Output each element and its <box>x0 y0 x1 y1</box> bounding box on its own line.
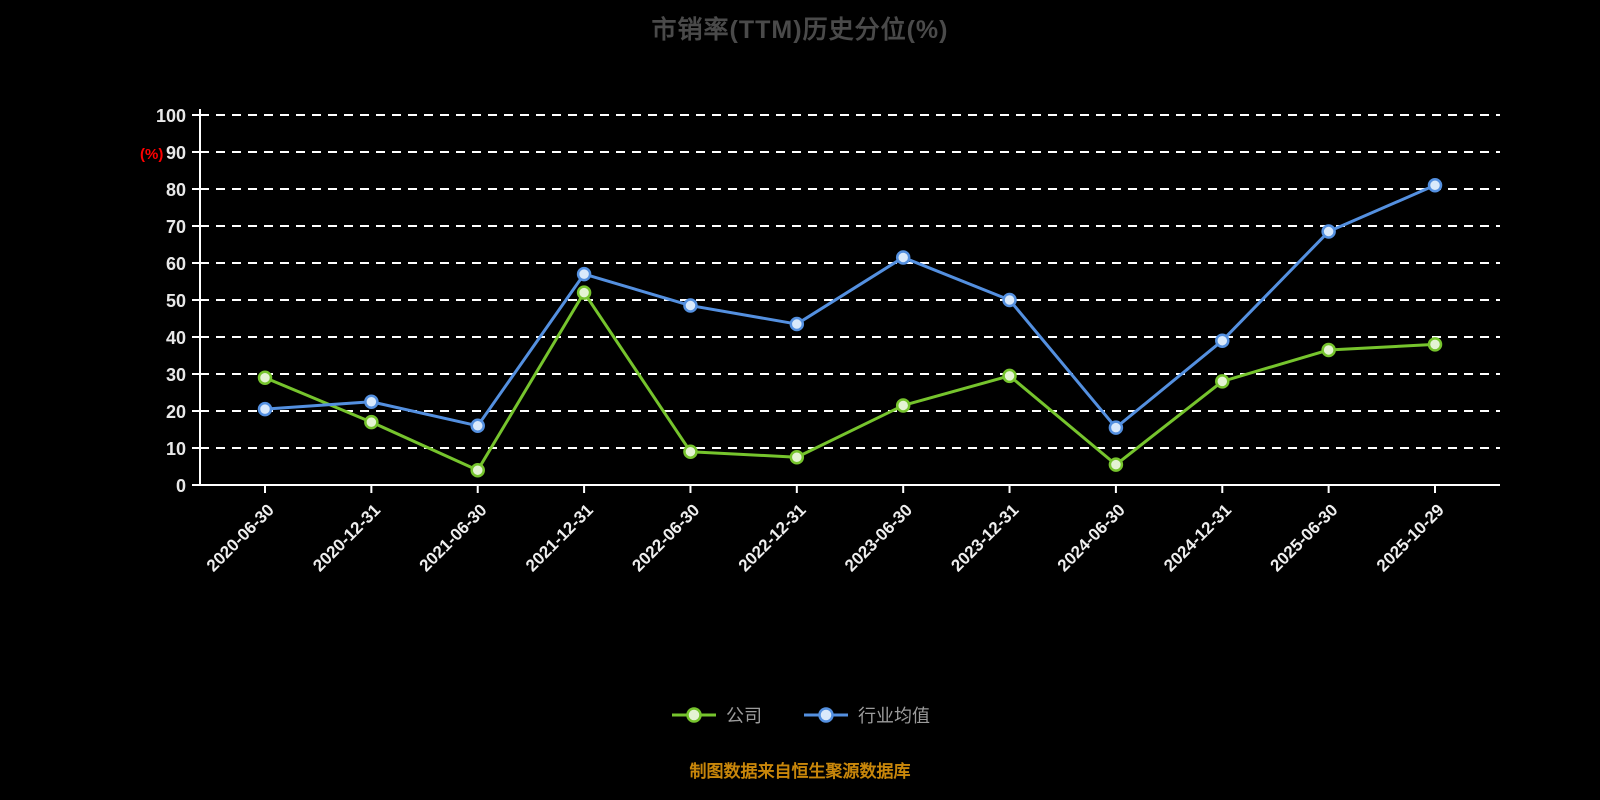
chart-title: 市销率(TTM)历史分位(%) <box>651 16 949 44</box>
series-1 <box>257 178 1443 435</box>
legend: 公司 行业均值 <box>0 702 1600 728</box>
data-point-marker <box>1321 224 1336 239</box>
x-axis-tick-label: 2025-06-30 <box>1267 500 1342 575</box>
gridlines <box>200 114 1500 449</box>
data-point-marker <box>257 370 273 385</box>
data-point-marker <box>1002 368 1017 384</box>
y-axis-tick-label: 70 <box>166 217 186 237</box>
x-axis-tick-label: 2023-06-30 <box>841 500 916 575</box>
data-source-note: 制图数据来自恒生聚源数据库 <box>689 762 911 781</box>
x-axis-tick-label: 2021-12-31 <box>522 500 597 575</box>
data-point-marker <box>470 418 485 434</box>
x-axis-tick-label: 2021-06-30 <box>416 500 491 575</box>
data-point-marker <box>683 298 698 313</box>
legend-label: 公司 <box>726 706 762 726</box>
data-point-marker <box>364 394 379 409</box>
y-axis-tick-label: 60 <box>166 254 186 274</box>
y-axis-tick-label: 90 <box>166 143 186 163</box>
series-0 <box>257 285 1443 478</box>
data-point-marker <box>576 285 592 300</box>
x-axis-tick-label: 2020-06-30 <box>203 500 278 575</box>
data-point-marker <box>683 444 698 459</box>
series-line <box>263 183 1437 430</box>
x-axis-tick-label: 2023-12-31 <box>947 500 1022 575</box>
data-point-marker <box>470 462 485 478</box>
series-line <box>263 291 1437 472</box>
x-axis-tick-label: 2025-10-29 <box>1373 500 1448 575</box>
x-axis-tick-label: 2022-12-31 <box>735 500 810 575</box>
data-point-marker <box>1108 420 1124 435</box>
legend-item[interactable]: 行业均值 <box>802 702 930 728</box>
data-point-marker <box>895 250 911 265</box>
data-point-marker <box>1215 333 1230 348</box>
y-axis-unit-label: (%) <box>140 146 164 163</box>
x-axis-tick-label: 2024-12-31 <box>1160 500 1235 575</box>
y-axis-tick-label: 30 <box>166 365 186 385</box>
x-axis-tick-label: 2024-06-30 <box>1054 500 1129 575</box>
data-point-marker <box>1321 342 1336 358</box>
legend-label: 行业均值 <box>858 706 930 726</box>
data-point-marker <box>1002 292 1017 308</box>
y-axis-tick-label: 0 <box>176 476 186 496</box>
legend-marker-icon <box>672 707 716 723</box>
y-axis-tick-label: 10 <box>166 439 186 459</box>
axes: 0 10 20 30 40 50 60 70 80 90 100 2020-06-30 2020-12-… <box>156 106 1500 575</box>
y-axis-tick-label: 80 <box>166 180 186 200</box>
data-point-marker <box>1427 337 1443 352</box>
y-axis-tick-label: 20 <box>166 402 186 422</box>
y-axis-tick-label: 50 <box>166 291 186 311</box>
data-point-marker <box>789 316 805 332</box>
data-point-marker <box>789 450 805 465</box>
y-axis-tick-label: 100 <box>156 106 186 126</box>
data-point-marker <box>1427 178 1443 193</box>
data-point-marker <box>257 401 273 417</box>
data-point-marker <box>1215 374 1230 389</box>
data-point-marker <box>895 398 911 413</box>
x-axis-tick-label: 2022-06-30 <box>628 500 703 575</box>
y-axis-tick-label: 40 <box>166 328 186 348</box>
x-axis-tick-label: 2020-12-31 <box>309 500 384 575</box>
legend-marker-icon <box>804 707 848 723</box>
legend-item[interactable]: 公司 <box>670 702 762 728</box>
data-point-marker <box>1108 457 1124 472</box>
data-point-marker <box>576 266 592 282</box>
data-point-marker <box>364 414 379 430</box>
